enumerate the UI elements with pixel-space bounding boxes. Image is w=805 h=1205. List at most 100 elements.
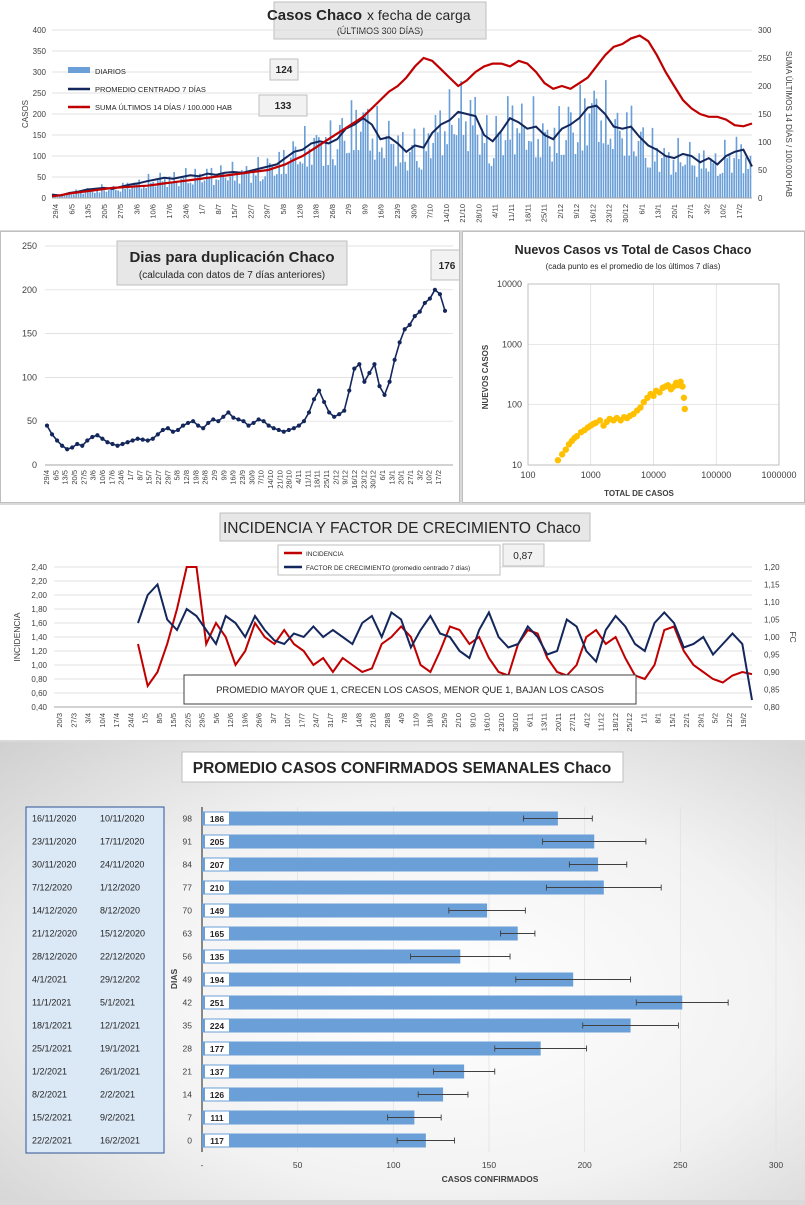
daily-bar bbox=[374, 159, 376, 198]
daily-bar bbox=[152, 181, 154, 198]
bar-value-label: 207 bbox=[210, 860, 224, 870]
daily-bar bbox=[577, 142, 579, 198]
data-point bbox=[327, 410, 332, 415]
daily-bar bbox=[453, 134, 455, 198]
daily-bar bbox=[546, 129, 549, 198]
daily-bar bbox=[425, 151, 427, 198]
x-tick-label: 2/9 bbox=[344, 204, 353, 214]
daily-bar bbox=[481, 128, 483, 198]
daily-bar bbox=[154, 186, 157, 198]
daily-bar bbox=[297, 164, 299, 198]
bar-label-bg bbox=[205, 996, 229, 1009]
daily-bar bbox=[208, 177, 210, 198]
daily-bar bbox=[544, 131, 546, 198]
data-point bbox=[216, 419, 221, 424]
x-tick-label: 30/10 bbox=[511, 713, 520, 732]
x-axis-label: CASOS CONFIRMADOS bbox=[442, 1174, 539, 1184]
plot-area bbox=[527, 283, 780, 466]
daily-bar bbox=[264, 176, 266, 198]
data-point bbox=[296, 423, 301, 428]
daily-bar bbox=[684, 164, 686, 198]
bar-value-label: 165 bbox=[210, 929, 224, 939]
bar-value-label: 210 bbox=[210, 883, 224, 893]
dias-label: 91 bbox=[183, 837, 193, 847]
x-tick-label: 8/5 bbox=[155, 713, 164, 723]
data-point bbox=[650, 392, 657, 400]
x-tick-label: 26/8 bbox=[201, 470, 210, 485]
daily-bar bbox=[157, 180, 159, 198]
x-tick-label: 25/11 bbox=[322, 470, 331, 488]
x-tick-label: 2/10 bbox=[454, 713, 463, 728]
daily-bar bbox=[542, 123, 544, 198]
date-start-label: 2/2/2021 bbox=[100, 1090, 135, 1100]
y-tick-label: 100 bbox=[507, 400, 522, 410]
date-end-label: 15/2/2021 bbox=[32, 1113, 72, 1123]
daily-bar bbox=[721, 172, 724, 198]
daily-bar bbox=[194, 168, 196, 198]
daily-bar bbox=[199, 173, 201, 198]
x-tick-label: 13/1 bbox=[654, 204, 663, 219]
data-point bbox=[226, 410, 231, 415]
daily-bar bbox=[483, 142, 486, 198]
callout-box bbox=[258, 94, 308, 117]
daily-bar bbox=[376, 105, 378, 198]
daily-bar bbox=[70, 194, 73, 198]
x-tick-label: 23/12 bbox=[359, 470, 368, 489]
x-tick-label: 100 bbox=[386, 1160, 400, 1170]
daily-bar bbox=[633, 151, 635, 198]
daily-bar bbox=[353, 150, 355, 198]
y-tick-label: 100 bbox=[33, 152, 47, 161]
title-box bbox=[219, 512, 591, 542]
daily-bar bbox=[243, 173, 245, 198]
daily-bar bbox=[740, 144, 742, 198]
data-point bbox=[427, 296, 432, 301]
daily-bar bbox=[138, 179, 140, 198]
daily-bar bbox=[588, 113, 591, 198]
daily-bar bbox=[500, 131, 502, 198]
daily-bar bbox=[178, 186, 180, 198]
daily-bar bbox=[327, 164, 329, 198]
bar-value-label: 126 bbox=[210, 1090, 224, 1100]
daily-bar bbox=[189, 182, 192, 198]
chart-subtitle: (cada punto es el promedio de los último… bbox=[546, 262, 721, 271]
data-point bbox=[573, 433, 581, 440]
x-tick-label: 20/5 bbox=[100, 204, 109, 219]
daily-bar bbox=[563, 154, 565, 198]
daily-bar bbox=[637, 140, 640, 198]
x-tick-label: 8/7 bbox=[135, 470, 144, 480]
data-point bbox=[321, 399, 327, 405]
daily-bar bbox=[273, 175, 276, 198]
daily-bar bbox=[668, 152, 670, 198]
daily-bar bbox=[68, 194, 70, 198]
daily-bar bbox=[686, 154, 689, 198]
daily-bar bbox=[201, 182, 203, 198]
y-tick-label: 1,80 bbox=[31, 605, 47, 614]
y-tick-label: 50 bbox=[37, 173, 46, 182]
y-tick-label: 1,20 bbox=[31, 647, 47, 656]
daily-bar bbox=[446, 144, 448, 198]
daily-bar bbox=[143, 186, 145, 198]
daily-bar bbox=[136, 183, 138, 198]
daily-bar bbox=[173, 172, 175, 198]
y-tick-label: 0 bbox=[42, 194, 47, 203]
daily-bar bbox=[402, 132, 404, 198]
daily-bar bbox=[392, 143, 395, 198]
daily-bar bbox=[600, 120, 602, 198]
daily-bar bbox=[378, 151, 381, 198]
legend-box bbox=[277, 544, 501, 576]
daily-bar bbox=[663, 148, 665, 198]
daily-bar bbox=[423, 127, 425, 198]
daily-bar bbox=[434, 115, 437, 198]
data-point bbox=[65, 447, 70, 452]
daily-bar bbox=[245, 165, 248, 198]
daily-bar bbox=[341, 118, 343, 198]
dias-label: 70 bbox=[183, 906, 193, 916]
x-tick-label: 5/8 bbox=[173, 470, 182, 480]
daily-bar bbox=[145, 188, 147, 198]
x-tick-label: 11/9 bbox=[411, 713, 420, 727]
daily-bar bbox=[110, 187, 112, 198]
data-point bbox=[180, 423, 186, 428]
chart-doubling-days: Dias para duplicación Chaco (calculada co… bbox=[22, 240, 464, 489]
data-point bbox=[407, 322, 412, 327]
bar-value-label: 137 bbox=[210, 1067, 224, 1077]
